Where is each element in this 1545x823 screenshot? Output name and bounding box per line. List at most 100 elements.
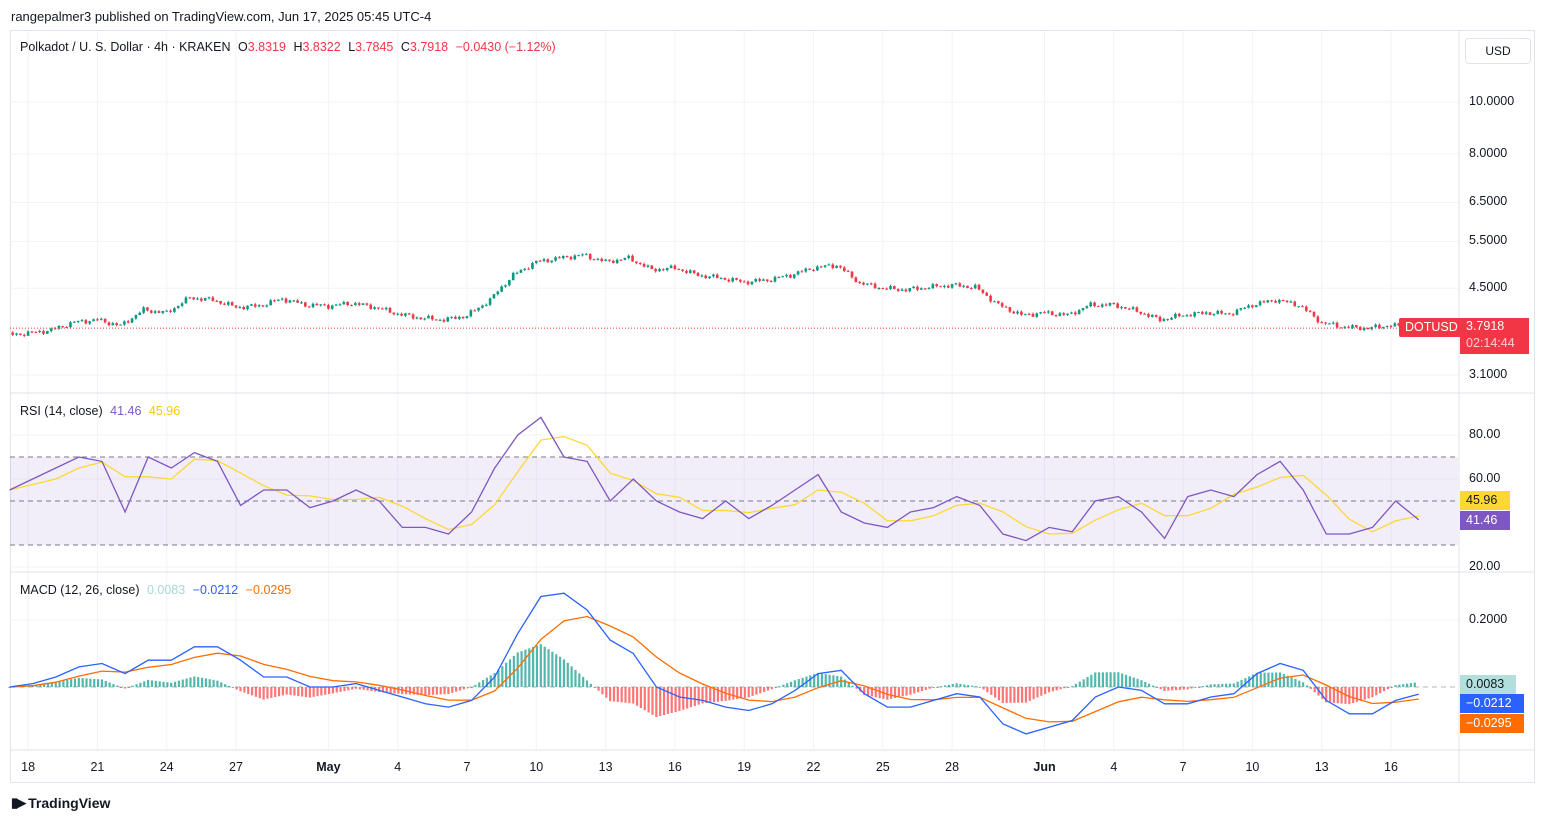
macd-histogram-bar: [955, 683, 958, 687]
macd-histogram-bar: [1155, 687, 1158, 688]
symbol-label[interactable]: Polkadot / U. S. Dollar · 4h · KRAKEN: [20, 40, 231, 54]
candle: [165, 310, 168, 312]
macd-histogram-bar: [1382, 687, 1386, 692]
macd-histogram-bar: [693, 687, 696, 706]
time-axis-label: 10: [529, 760, 544, 774]
macd-histogram-bar: [1040, 687, 1043, 696]
macd-histogram-bar: [408, 687, 412, 695]
macd-histogram-bar: [277, 687, 281, 697]
macd-histogram-bar: [647, 687, 650, 713]
macd-histogram-bar: [913, 687, 916, 694]
macd-histogram-bar: [185, 678, 188, 687]
macd-histogram-bar: [181, 679, 184, 687]
macd-histogram-bar: [39, 683, 42, 687]
rsi-label[interactable]: RSI (14, close): [20, 404, 103, 418]
candle: [369, 304, 373, 309]
candle: [762, 279, 765, 281]
candle: [858, 282, 861, 284]
candle: [431, 315, 434, 320]
macd-histogram-bar: [1271, 672, 1274, 687]
candle: [742, 281, 746, 283]
candle: [638, 263, 642, 265]
macd-histogram-bar: [516, 652, 519, 687]
currency-button[interactable]: USD: [1465, 38, 1531, 64]
candle: [877, 287, 881, 289]
candle: [719, 277, 723, 279]
macd-histogram-bar: [46, 682, 50, 687]
candle: [400, 313, 403, 316]
macd-histogram-bar: [766, 687, 770, 691]
candle: [835, 265, 838, 268]
candle: [330, 305, 334, 309]
macd-histogram-bar: [1113, 672, 1116, 687]
candle: [1389, 326, 1393, 328]
macd-histogram-bar: [963, 684, 966, 687]
macd-histogram-bar: [8, 687, 11, 688]
macd-histogram-bar: [532, 646, 535, 687]
macd-histogram-bar: [1240, 679, 1243, 687]
macd-histogram-bar: [451, 687, 454, 693]
macd-histogram-bar: [1363, 687, 1366, 700]
macd-histogram-bar: [89, 678, 92, 687]
candle: [11, 332, 14, 335]
macd-histogram-bar: [947, 684, 951, 687]
candle: [446, 317, 450, 322]
candle: [227, 302, 230, 305]
macd-histogram-bar: [216, 680, 219, 687]
macd-histogram-bar: [1321, 687, 1324, 699]
macd-histogram-bar: [674, 687, 677, 713]
candle: [893, 286, 896, 290]
macd-histogram-bar: [1348, 687, 1351, 705]
candle: [1054, 315, 1058, 317]
candle: [950, 284, 954, 288]
candle: [558, 257, 561, 259]
macd-histogram-bar: [659, 687, 662, 717]
macd-histogram-bar: [139, 682, 142, 687]
macd-histogram-bar: [339, 687, 342, 692]
candle: [962, 285, 965, 287]
candle: [469, 310, 473, 317]
macd-histogram-bar: [1032, 687, 1035, 700]
macd-histogram-bar: [166, 682, 169, 687]
candle: [1166, 319, 1169, 321]
candle: [1378, 324, 1381, 329]
macd-histogram-bar: [1394, 685, 1397, 687]
candle: [1039, 312, 1042, 314]
candle: [211, 297, 215, 301]
candle: [989, 295, 992, 302]
macd-label[interactable]: MACD (12, 26, close): [20, 583, 140, 597]
candle: [554, 257, 557, 261]
macd-histogram-bar: [1017, 687, 1020, 703]
candle: [203, 298, 207, 301]
candle: [61, 326, 65, 328]
candle: [1208, 312, 1212, 315]
macd-signal-value: −0.0295: [245, 583, 292, 597]
candle: [284, 298, 288, 303]
candle: [1008, 307, 1012, 312]
macd-histogram-bar: [508, 659, 512, 687]
candle: [912, 286, 915, 289]
price-axis-label: 4.5000: [1469, 280, 1508, 295]
macd-histogram-bar: [435, 687, 438, 695]
candle: [1366, 328, 1370, 330]
tradingview-logo[interactable]: ▮▶ TradingView: [11, 795, 110, 811]
candle: [654, 269, 657, 272]
candle: [377, 307, 380, 309]
macd-histogram-bar: [73, 678, 77, 687]
candle: [931, 284, 935, 289]
candle: [1320, 322, 1323, 324]
candle: [1266, 300, 1270, 303]
candle: [681, 269, 684, 271]
macd-histogram-bar: [736, 687, 739, 700]
macd-histogram-bar: [1386, 687, 1389, 690]
macd-hist-value: 0.0083: [146, 583, 186, 597]
candle: [1293, 301, 1297, 307]
macd-histogram-bar: [535, 645, 539, 687]
macd-histogram-bar: [1097, 672, 1101, 687]
candle: [1120, 307, 1123, 309]
chart-frame[interactable]: [10, 30, 1535, 783]
candle: [253, 304, 257, 307]
macd-histogram-bar: [62, 680, 65, 687]
macd-histogram-bar: [624, 687, 627, 703]
